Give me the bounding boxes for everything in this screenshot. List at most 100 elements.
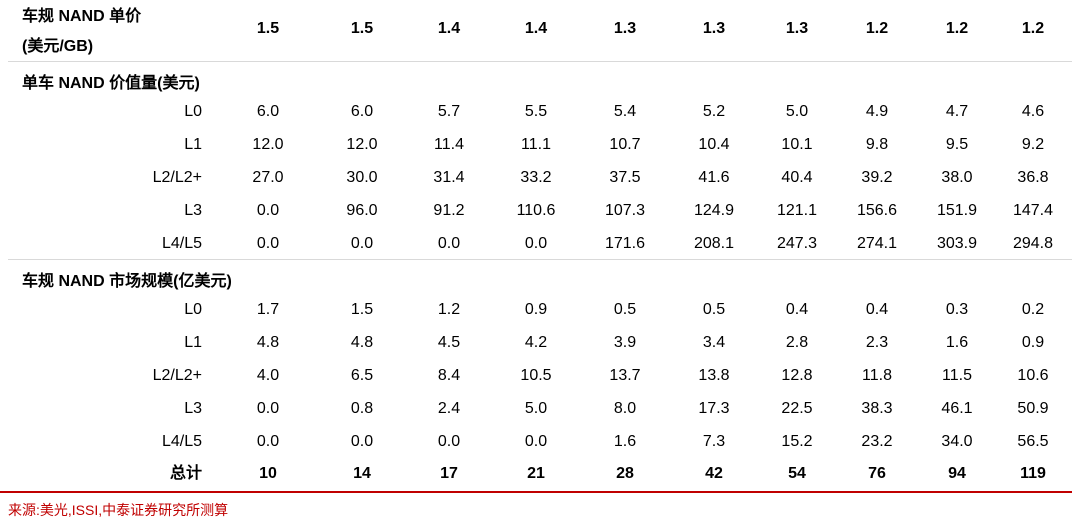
table-row: L2/L2+ 27.0 30.0 31.4 33.2 37.5 41.6 40.… [0,161,1072,194]
unit-price-value: 1.3 [613,20,637,37]
unit-price-title: 车规 NAND 单价 (美元/GB) [22,2,141,62]
table-cell: 0.0 [256,235,280,252]
table-cell: 4.9 [865,103,889,120]
table-cell: 13.8 [698,367,730,384]
table-cell: 9.8 [865,136,889,153]
table-cell: 2.4 [437,400,461,417]
table-cell: 0.0 [350,235,374,252]
table-cell: 50.9 [1017,400,1049,417]
total-label: 总计 [169,465,202,482]
table-cell: 10.1 [781,136,813,153]
table-cell: 151.9 [936,202,978,219]
table-cell: 2.3 [865,334,889,351]
table-cell: 38.3 [861,400,893,417]
table-cell: 4.8 [256,334,280,351]
table-cell: 36.8 [1017,169,1049,186]
unit-price-value: 1.4 [437,20,461,37]
table-cell: 0.0 [256,202,280,219]
table-cell: 0.0 [437,235,461,252]
table-cell: 11.4 [434,136,464,153]
table-cell: 8.0 [613,400,637,417]
section-title-value-per-car: 单车 NAND 价值量(美元) [22,75,200,92]
table-cell: 30.0 [346,169,378,186]
row-label: L4/L5 [161,433,202,450]
table-cell: 12.0 [252,136,284,153]
total-cell: 94 [948,465,966,482]
row-label: L2/L2+ [152,169,202,186]
table-cell: 5.7 [437,103,461,120]
table-cell: 6.5 [350,367,374,384]
row-label: L2/L2+ [152,367,202,384]
table-cell: 6.0 [350,103,374,120]
table-cell: 4.6 [1021,103,1045,120]
table-cell: 12.0 [346,136,378,153]
unit-price-value: 1.5 [256,20,280,37]
table-cell: 3.4 [702,334,726,351]
table-cell: 0.8 [350,400,374,417]
table-cell: 0.4 [785,301,809,318]
table-cell: 10.4 [698,136,730,153]
table-cell: 27.0 [252,169,284,186]
table-cell: 15.2 [781,433,813,450]
unit-price-value: 1.2 [945,20,969,37]
row-label: L1 [184,334,202,351]
table-cell: 11.5 [942,367,972,384]
table-row: L0 1.7 1.5 1.2 0.9 0.5 0.5 0.4 0.4 0.3 0… [0,293,1072,326]
table-cell: 1.5 [350,301,374,318]
table-row: L0 6.0 6.0 5.7 5.5 5.4 5.2 5.0 4.9 4.7 4… [0,95,1072,128]
unit-price-value: 1.3 [702,20,726,37]
unit-price-title-line1: 车规 NAND 单价 [22,8,142,25]
table-cell: 5.4 [613,103,637,120]
table-cell: 8.4 [437,367,461,384]
table-row: L1 12.0 12.0 11.4 11.1 10.7 10.4 10.1 9.… [0,128,1072,161]
table-row: L4/L5 0.0 0.0 0.0 0.0 1.6 7.3 15.2 23.2 … [0,425,1072,458]
table-cell: 4.5 [437,334,461,351]
table-cell: 0.0 [256,400,280,417]
table-cell: 5.0 [785,103,809,120]
total-cell: 28 [616,465,634,482]
table-cell: 11.8 [862,367,892,384]
table-cell: 274.1 [856,235,898,252]
table-cell: 110.6 [516,202,556,219]
divider [8,259,1072,260]
row-label: L1 [184,136,202,153]
table-cell: 9.2 [1021,136,1045,153]
table-cell: 294.8 [1012,235,1054,252]
table-cell: 121.1 [776,202,818,219]
total-cell: 17 [440,465,458,482]
table-cell: 4.0 [256,367,280,384]
table-cell: 3.9 [613,334,637,351]
table-cell: 56.5 [1017,433,1049,450]
table-cell: 124.9 [693,202,735,219]
row-label: L0 [184,103,202,120]
total-cell: 10 [259,465,277,482]
total-cell: 119 [1020,465,1046,482]
table-cell: 4.8 [350,334,374,351]
table-cell: 147.4 [1012,202,1054,219]
table-cell: 46.1 [941,400,973,417]
table-cell: 10.6 [1017,367,1049,384]
table-cell: 4.2 [524,334,548,351]
unit-price-value: 1.4 [524,20,548,37]
table-cell: 107.3 [604,202,646,219]
row-label: L3 [184,202,202,219]
table-cell: 10.5 [520,367,552,384]
table-cell: 41.6 [698,169,730,186]
table-cell: 5.0 [524,400,548,417]
table-cell: 5.2 [702,103,726,120]
table-cell: 37.5 [609,169,641,186]
table-cell: 17.3 [698,400,730,417]
table-cell: 6.0 [256,103,280,120]
table-cell: 34.0 [941,433,973,450]
table-cell: 0.0 [437,433,461,450]
unit-price-value: 1.3 [785,20,809,37]
table-cell: 0.5 [613,301,637,318]
total-cell: 14 [353,465,371,482]
table-cell: 247.3 [776,235,818,252]
table-cell: 91.2 [433,202,465,219]
table-cell: 1.7 [256,301,280,318]
table-cell: 4.7 [945,103,969,120]
table-cell: 38.0 [941,169,973,186]
total-cell: 76 [868,465,886,482]
unit-price-row: 1.5 1.5 1.4 1.4 1.3 1.3 1.3 1.2 1.2 1.2 [0,12,1072,45]
